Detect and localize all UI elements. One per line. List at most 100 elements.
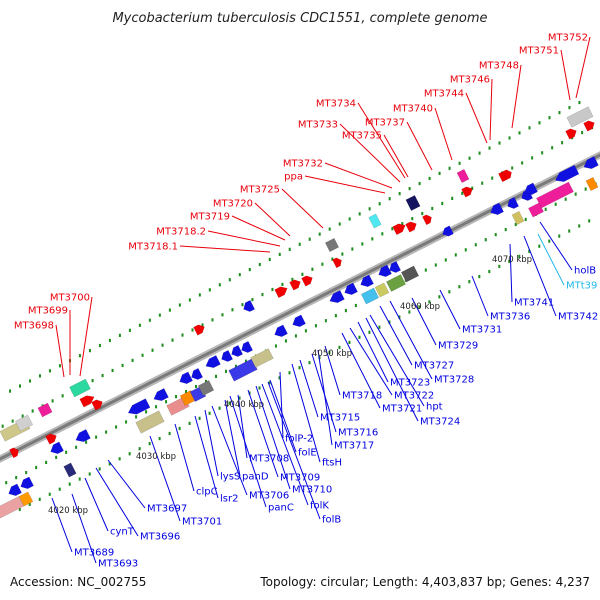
- tick-mark: [498, 264, 501, 269]
- forward-gene-arrow: [565, 128, 577, 140]
- gene-label-fole: folE: [298, 448, 317, 459]
- tick-mark: [348, 340, 351, 344]
- label-leader-line: [575, 36, 591, 99]
- label-leader-line: [231, 215, 286, 241]
- tick-mark: [308, 237, 311, 241]
- tick-mark: [428, 300, 431, 304]
- tick-mark: [224, 369, 227, 373]
- label-leader-line: [254, 202, 291, 237]
- reverse-gene-arrow: [490, 202, 504, 215]
- label-leader-line: [304, 175, 386, 194]
- label-leader-line: [560, 49, 571, 101]
- gene-label-mt3734: MT3734: [316, 99, 356, 110]
- gene-label-mt3701: MT3701: [182, 517, 222, 528]
- label-leader-line: [204, 409, 219, 477]
- tick-mark: [151, 348, 154, 352]
- tick-mark: [5, 481, 8, 485]
- gene-label-mt3728: MT3728: [434, 375, 474, 386]
- tick-mark: [298, 242, 301, 246]
- tick-mark: [488, 269, 491, 274]
- tick-mark: [538, 244, 541, 248]
- tick-mark: [528, 126, 531, 130]
- tick-mark: [428, 176, 431, 181]
- label-leader-line: [149, 435, 181, 522]
- tick-mark: [408, 310, 411, 314]
- gene-block: [456, 168, 470, 184]
- reverse-gene-arrow: [205, 355, 221, 369]
- tick-mark: [248, 267, 251, 272]
- tick-mark: [228, 278, 231, 282]
- tick-mark: [324, 319, 327, 323]
- reverse-gene-arrow: [507, 196, 520, 209]
- tick-mark: [48, 369, 51, 373]
- tick-mark: [568, 105, 571, 110]
- gene-label-mt3732: MT3732: [283, 159, 323, 170]
- tick-mark: [88, 472, 91, 476]
- tick-mark: [388, 320, 391, 324]
- tick-mark: [301, 272, 304, 276]
- gene-block: [585, 176, 599, 192]
- tick-mark: [251, 298, 254, 302]
- gene-label-mt3699: MT3699: [28, 306, 68, 317]
- tick-mark: [378, 202, 381, 206]
- tick-mark: [78, 477, 81, 481]
- tick-mark: [371, 237, 374, 241]
- gene-label-mt3718: MT3718: [342, 391, 382, 402]
- tick-mark: [524, 217, 527, 222]
- tick-mark: [9, 389, 12, 393]
- gene-label-hpt: hpt: [426, 402, 443, 413]
- forward-gene-arrow: [332, 257, 342, 269]
- tick-mark: [498, 141, 501, 145]
- gene-label-mt3706: MT3706: [249, 491, 289, 502]
- tick-mark: [128, 452, 131, 456]
- tick-mark: [338, 222, 341, 226]
- tick-mark: [454, 253, 457, 257]
- tick-mark: [284, 339, 287, 343]
- tick-mark: [584, 187, 587, 191]
- tick-mark: [244, 359, 247, 363]
- tick-mark: [391, 227, 394, 231]
- tick-mark: [11, 419, 14, 423]
- tick-mark: [228, 401, 231, 405]
- tick-mark: [51, 399, 54, 403]
- tick-mark: [261, 292, 264, 297]
- tick-mark: [168, 308, 171, 312]
- tick-mark: [351, 247, 354, 251]
- tick-mark: [31, 409, 34, 413]
- tick-mark: [514, 222, 517, 227]
- label-leader-line: [261, 383, 309, 506]
- tick-mark: [188, 421, 191, 425]
- tick-mark: [548, 239, 551, 243]
- gene-block: [18, 491, 34, 507]
- tick-mark: [108, 462, 111, 466]
- forward-gene-arrow: [45, 433, 57, 445]
- gene-label-mt3718-1: MT3718.1: [128, 242, 178, 253]
- label-leader-line: [383, 134, 409, 178]
- tick-mark: [578, 224, 581, 228]
- tick-mark: [531, 156, 534, 160]
- gene-label-folk: folK: [310, 501, 329, 512]
- kbp-label: 4060 kbp: [400, 302, 440, 312]
- label-leader-line: [349, 327, 393, 396]
- reverse-gene-arrow: [378, 264, 392, 277]
- forward-gene-arrow: [461, 186, 473, 198]
- gene-block: [400, 265, 420, 283]
- tick-mark: [294, 334, 297, 338]
- label-leader-line: [365, 317, 419, 422]
- tick-mark: [588, 219, 591, 223]
- gene-label-mt3710: MT3710: [292, 485, 332, 496]
- tick-mark: [388, 197, 391, 201]
- tick-mark: [108, 338, 111, 343]
- label-leader-line: [281, 188, 324, 229]
- gene-block: [360, 287, 380, 305]
- label-leader-line: [229, 395, 267, 508]
- label-leader-line: [465, 92, 488, 144]
- label-leader-line: [207, 230, 281, 247]
- kbp-label: 4070 kbp: [492, 255, 532, 265]
- tick-mark: [168, 431, 171, 436]
- tick-mark: [441, 201, 444, 206]
- label-leader-line: [406, 121, 433, 171]
- label-leader-line: [224, 399, 241, 477]
